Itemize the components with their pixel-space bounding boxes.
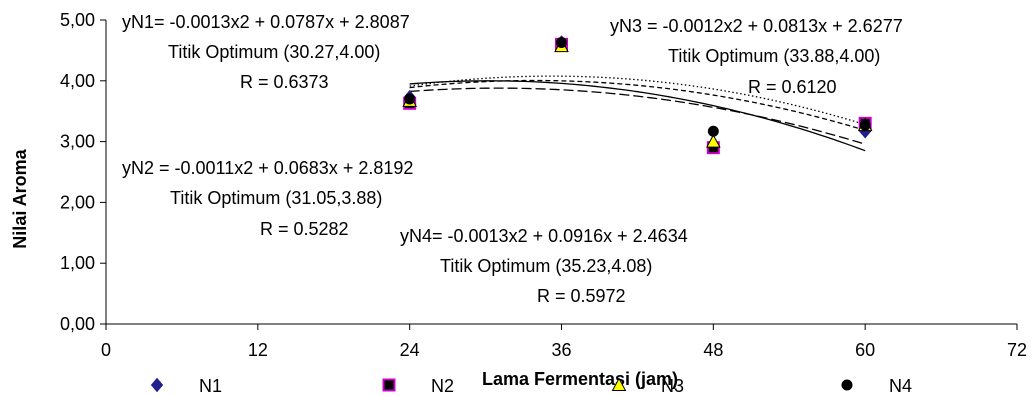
trendline-n3 <box>409 79 866 131</box>
annotation-n1-r: R = 0.6373 <box>240 72 329 92</box>
trendline-n1 <box>409 80 866 152</box>
data-point-n4 <box>404 93 416 105</box>
x-axis-title: Lama Fermentasi (jam) <box>482 369 678 389</box>
annotation-n1-equation: yN1= -0.0013x2 + 0.0787x + 2.8087 <box>122 12 410 32</box>
axes: 0,00 1,00 2,00 3,00 4,00 5,00 0 12 24 36 48 60 72 <box>60 10 1027 360</box>
legend-marker-n2 <box>382 378 396 392</box>
x-tick-label: 72 <box>1007 340 1027 360</box>
annotation-n3-optimum: Titik Optimum (33.88,4.00) <box>668 46 880 66</box>
trendline-n4 <box>409 75 866 126</box>
legend-label-n3: N3 <box>661 376 684 396</box>
annotation-n3-equation: yN3 = -0.0012x2 + 0.0813x + 2.6277 <box>610 16 903 36</box>
x-tick-label: 48 <box>703 340 723 360</box>
legend-label-n1: N1 <box>199 376 222 396</box>
legend-marker-n3 <box>611 377 627 391</box>
data-point-n4 <box>556 36 567 48</box>
y-axis-title: Nilai Aroma <box>10 148 30 248</box>
annotation-n2-optimum: Titik Optimum (31.05,3.88) <box>170 188 382 208</box>
y-tick-label: 2,00 <box>60 192 95 212</box>
data-points <box>402 35 873 155</box>
y-tick-label: 4,00 <box>60 71 95 91</box>
trendline-n2 <box>409 87 866 145</box>
data-point-n4 <box>859 119 871 131</box>
x-tick-label: 60 <box>855 340 875 360</box>
y-tick-label: 3,00 <box>60 132 95 152</box>
annotation-n2-r: R = 0.5282 <box>260 219 349 239</box>
legend-label-n4: N4 <box>889 376 912 396</box>
annotation-n2-equation: yN2 = -0.0011x2 + 0.0683x + 2.8192 <box>122 158 413 178</box>
x-tick-label: 24 <box>400 340 420 360</box>
legend-marker-n1 <box>150 377 164 393</box>
annotation-n4-optimum: Titik Optimum (35.23,4.08) <box>440 256 652 276</box>
y-tick-label: 0,00 <box>60 314 95 334</box>
x-tick-label: 0 <box>101 340 111 360</box>
data-point-n3 <box>705 134 721 148</box>
annotation-n1-optimum: Titik Optimum (30.27,4.00) <box>168 42 380 62</box>
annotations: yN1= -0.0013x2 + 0.0787x + 2.8087 Titik … <box>122 12 903 306</box>
annotation-n3-r: R = 0.6120 <box>748 77 837 97</box>
annotation-n4-r: R = 0.5972 <box>537 286 626 306</box>
legend-label-n2: N2 <box>431 376 454 396</box>
y-tick-label: 1,00 <box>60 253 95 273</box>
legend: N1 N2 N3 N4 <box>150 376 912 396</box>
legend-marker-n4 <box>841 379 853 391</box>
trendlines <box>409 75 866 152</box>
y-tick-label: 5,00 <box>60 10 95 30</box>
x-tick-label: 36 <box>551 340 571 360</box>
data-point-n4 <box>707 125 719 137</box>
x-tick-label: 12 <box>248 340 268 360</box>
annotation-n4-equation: yN4= -0.0013x2 + 0.0916x + 2.4634 <box>400 226 688 246</box>
